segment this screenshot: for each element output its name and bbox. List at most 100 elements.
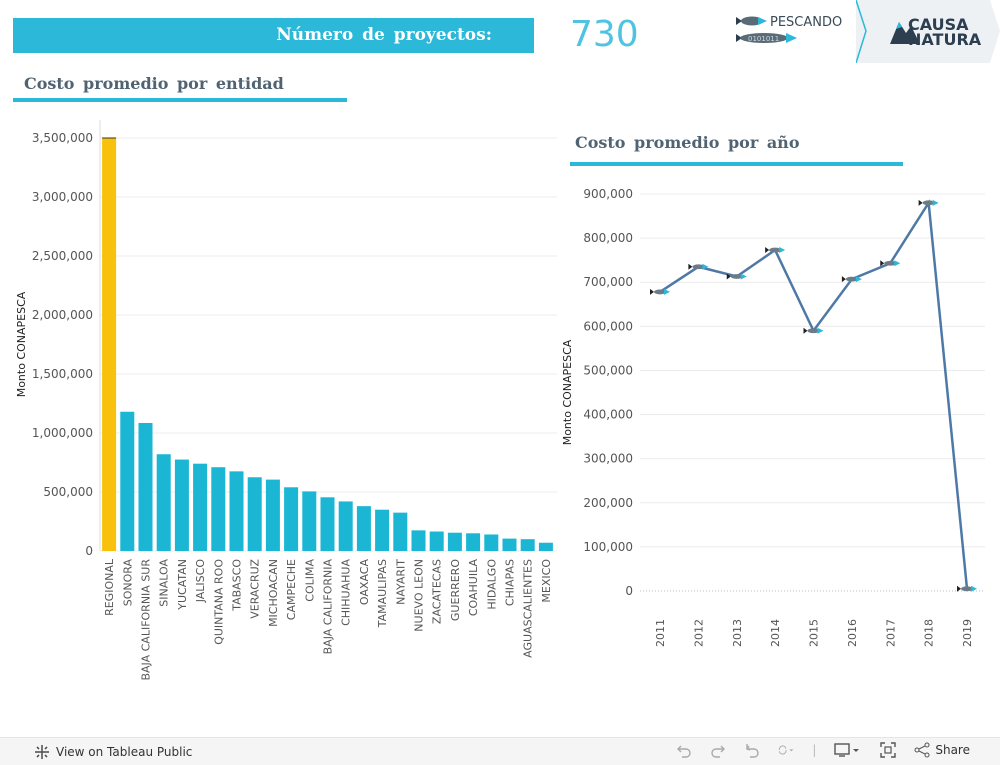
- line-xtick-label: 2012: [692, 619, 705, 647]
- fish-body: [961, 586, 973, 592]
- line-chart-title: Costo promedio por año: [575, 133, 800, 152]
- svg-text:0101011: 0101011: [748, 35, 779, 43]
- logo-pescando-text: PESCANDO: [770, 15, 842, 30]
- footer-toolbar: View on Tableau Public | Share: [0, 737, 1000, 765]
- bar-quintana-roo: [211, 467, 226, 551]
- line-ytick-label: 800,000: [583, 231, 633, 245]
- fish-tail: [765, 247, 770, 254]
- line-xtick-label: 2013: [731, 619, 744, 647]
- line-ytick-label: 500,000: [583, 363, 633, 377]
- pescando-datos-logo[interactable]: 0101011 PESCANDO: [734, 10, 844, 50]
- line-xtick-label: 2018: [923, 619, 936, 647]
- fish-tail: [726, 273, 731, 280]
- bar-baja-california-sur: [138, 422, 153, 551]
- line-ytick-label: 200,000: [583, 496, 633, 510]
- fish-icon: [841, 276, 862, 283]
- bar-category-label: BAJA CALIFORNIA SUR: [140, 559, 153, 681]
- fish-icon: [765, 247, 786, 254]
- fish-icon: [957, 585, 977, 592]
- bar-category-label: NUEVO LEON: [413, 559, 426, 632]
- bar-ytick-label: 0: [85, 544, 93, 558]
- mountain-icon: [890, 22, 920, 44]
- fish-body: [845, 276, 858, 282]
- fish-tail: [650, 288, 654, 295]
- fish-tail: [918, 199, 923, 206]
- line-chart: 0 100,000 200,000 300,000 400,000 500,000 600,…: [561, 187, 985, 647]
- bar-category-label: OAXACA: [358, 559, 371, 606]
- revert-icon[interactable]: [744, 742, 760, 758]
- fish-head: [932, 199, 939, 206]
- bar-ytick-label: 2,000,000: [32, 308, 93, 322]
- bar-category-label: QUINTANA ROO: [212, 559, 225, 645]
- tableau-icon: [35, 745, 49, 759]
- fish-head: [664, 288, 670, 295]
- redo-icon[interactable]: [710, 742, 726, 758]
- bar-chart-title-rule: [13, 98, 347, 102]
- fullscreen-icon[interactable]: [880, 742, 897, 758]
- bar-guerrero: [447, 532, 462, 551]
- fish-icon: [726, 273, 747, 280]
- refresh-dropdown-icon[interactable]: [778, 742, 794, 758]
- bar-yucatan: [174, 459, 189, 551]
- bar-category-label: BAJA CALIFORNIA: [322, 559, 335, 655]
- fish-body: [884, 260, 897, 266]
- bar-ytick-label: 500,000: [43, 485, 93, 499]
- bar-category-label: YUCATAN: [176, 559, 189, 611]
- undo-icon[interactable]: [676, 742, 692, 758]
- bar-category-label: HIDALGO: [485, 559, 498, 610]
- footer-tools: | Share: [676, 742, 970, 758]
- fish-body: [922, 200, 935, 206]
- line-xtick-label: 2011: [654, 619, 667, 647]
- bar-sonora: [120, 411, 135, 551]
- line-series: [659, 199, 969, 589]
- bar-category-label: MICHOACAN: [267, 559, 280, 627]
- download-icon[interactable]: [834, 742, 862, 758]
- fish-tail: [841, 276, 846, 283]
- share-label: Share: [935, 743, 970, 757]
- fish-body: [730, 274, 743, 279]
- bar-category-label: MEXICO: [540, 559, 553, 603]
- bar-veracruz: [247, 477, 262, 551]
- bar-aguascalientes: [520, 539, 535, 551]
- line-ytick-label: 300,000: [583, 452, 633, 466]
- fish-body: [654, 289, 666, 295]
- line-ytick-label: 0: [625, 584, 633, 598]
- line-ytick-label: 700,000: [583, 275, 633, 289]
- bar-category-label: ZACATECAS: [431, 559, 444, 624]
- bar-ytick-label: 2,500,000: [32, 249, 93, 263]
- bar-category-label: CHIAPAS: [504, 559, 517, 606]
- bar-baja-california: [320, 497, 335, 551]
- fish-body: [807, 328, 820, 334]
- bar-category-label: GUERRERO: [449, 559, 462, 621]
- bar-nuevo-leon: [411, 530, 426, 551]
- line-ytick-label: 100,000: [583, 540, 633, 554]
- bar-category-label: CAMPECHE: [285, 559, 298, 620]
- fish-tail: [688, 263, 693, 270]
- line-xtick-label: 2016: [846, 619, 859, 647]
- bar-category-label: SONORA: [121, 559, 134, 607]
- bar-nayarit: [393, 512, 408, 551]
- projects-count: 730: [570, 14, 639, 55]
- share-icon: [914, 742, 930, 758]
- line-xtick-label: 2019: [961, 619, 974, 647]
- bar-chart: 0 500,000 1,000,000 1,500,000 2,000,000 2,500…: [15, 120, 557, 681]
- line-xtick-label: 2015: [808, 619, 821, 647]
- bar-ytick-label: 3,500,000: [32, 131, 93, 145]
- causa-natura-logo[interactable]: CAUSA NATURA: [856, 0, 1000, 63]
- bar-regional: [102, 138, 117, 551]
- line-ytick-label: 400,000: [583, 408, 633, 422]
- bar-oaxaca: [356, 506, 371, 551]
- share-button[interactable]: Share: [914, 742, 970, 758]
- projects-banner: Número de proyectos:: [13, 18, 534, 53]
- fish-icon: [650, 288, 670, 295]
- bar-chihuahua: [338, 501, 353, 551]
- bar-category-label: REGIONAL: [103, 558, 116, 616]
- bar-category-label: AGUASCALIENTES: [522, 559, 535, 658]
- bar-michoacan: [265, 479, 280, 551]
- fish-icon: [688, 263, 709, 270]
- bar-category-label: COLIMA: [303, 559, 316, 602]
- view-on-tableau-link[interactable]: View on Tableau Public: [34, 744, 192, 760]
- line-ytick-label: 600,000: [583, 319, 633, 333]
- bar-chiapas: [502, 538, 517, 551]
- bar-jalisco: [193, 463, 208, 551]
